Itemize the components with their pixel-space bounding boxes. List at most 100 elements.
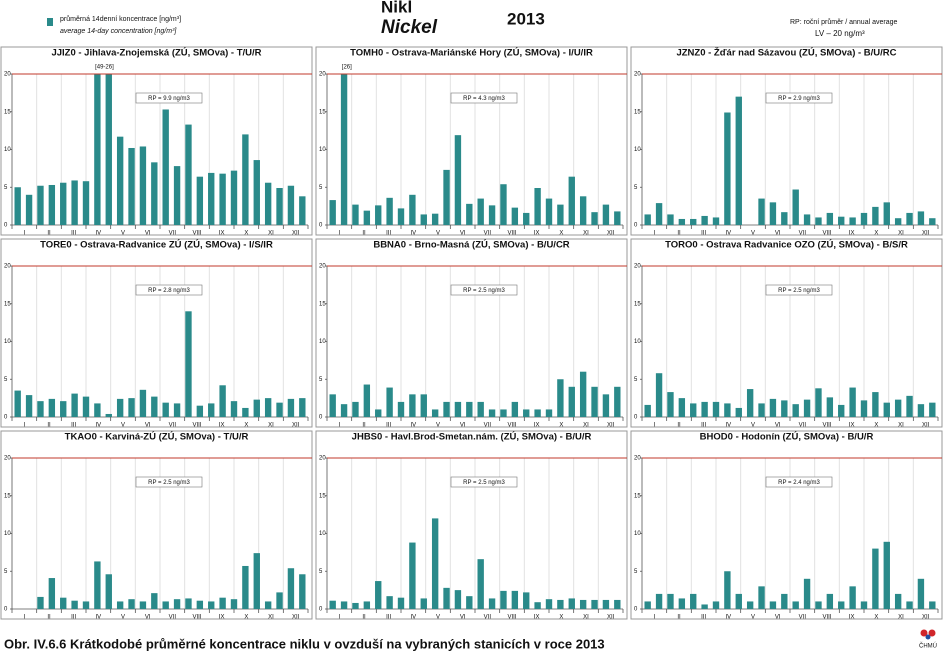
bar (534, 602, 541, 609)
bar (151, 593, 158, 609)
bar (724, 112, 731, 225)
bar (363, 601, 371, 609)
overflow-label: [26] (342, 65, 352, 71)
y-tick-label: 10 (4, 147, 11, 153)
x-tick-label: I (338, 231, 340, 237)
bar (712, 217, 720, 225)
y-tick-label: 20 (634, 264, 641, 270)
x-tick-label: II (362, 231, 366, 237)
y-tick-label: 20 (4, 264, 11, 270)
bar (276, 402, 283, 417)
bar (94, 74, 101, 225)
panel-frame (315, 430, 628, 620)
bar (781, 212, 788, 225)
annotation: RP = 2.5 ng/m3 (148, 480, 190, 486)
bar (614, 599, 621, 609)
bar (488, 409, 496, 417)
x-tick-label: VIII (507, 423, 516, 429)
bar (826, 397, 834, 417)
x-tick-label: I (338, 615, 340, 621)
y-tick-label: 15 (4, 493, 11, 499)
x-tick-label: VI (775, 231, 781, 237)
bar (82, 181, 90, 225)
bar (678, 398, 686, 417)
bar (712, 401, 720, 417)
y-tick-label: 15 (634, 109, 641, 115)
panel-title: TKAO0 - Karviná-ZÚ (ZÚ, SMOva) - T/U/R (65, 431, 249, 443)
y-tick-label: 10 (319, 339, 326, 345)
bar (105, 413, 112, 417)
bar (173, 403, 181, 417)
bar (71, 180, 78, 225)
panel: TORE0 - Ostrava-Radvanice ZÚ (ZÚ, SMOva)… (0, 238, 313, 429)
x-tick-label: X (559, 615, 563, 621)
x-tick-label: VII (799, 231, 807, 237)
bar (94, 561, 101, 609)
panel-title: JHBS0 - Havl.Brod-Smetan.nám. (ZÚ, SMOva… (352, 431, 592, 443)
bar (363, 384, 371, 417)
bar (208, 601, 215, 609)
bar (25, 194, 33, 225)
panel: TORO0 - Ostrava Radvanice OZO (ZÚ, SMOva… (630, 238, 943, 429)
bar (116, 136, 124, 225)
x-tick-label: I (23, 423, 25, 429)
bar (872, 548, 879, 609)
bar (792, 189, 799, 225)
bar (545, 599, 553, 609)
bar (466, 401, 473, 417)
x-tick-label: VII (799, 423, 807, 429)
bar (815, 388, 822, 417)
bar (37, 596, 44, 609)
x-tick-label: III (71, 615, 76, 621)
x-tick-label: VIII (507, 231, 516, 237)
panel: BBNA0 - Brno-Masná (ZÚ, SMOva) - B/U/CR I… (315, 238, 628, 429)
annotation-box (765, 92, 833, 104)
y-tick-label: 15 (634, 493, 641, 499)
bar (409, 194, 416, 225)
bar (735, 96, 742, 225)
x-tick-label: XI (583, 423, 589, 429)
x-tick-label: II (362, 615, 366, 621)
bar (568, 176, 575, 225)
bar (917, 211, 925, 225)
x-tick-label: I (23, 615, 25, 621)
bar (667, 214, 674, 225)
bar (792, 601, 799, 609)
bar (219, 173, 226, 225)
bar (894, 218, 902, 225)
x-tick-label: V (751, 231, 755, 237)
annotation: RP = 9.9 ng/m3 (148, 96, 190, 102)
bar (386, 387, 393, 417)
caption: Obr. IV.6.6 Krátkodobé průměrné koncentr… (4, 636, 605, 651)
x-tick-label: IV (410, 423, 416, 429)
x-tick-label: II (47, 423, 51, 429)
bar (264, 398, 272, 417)
y-tick-label: 0 (4, 607, 8, 613)
y-tick-label: 0 (634, 607, 638, 613)
bar (488, 205, 496, 225)
annotation: RP = 2.4 ng/m3 (778, 480, 820, 486)
bar (602, 394, 610, 417)
bar (185, 598, 192, 609)
x-tick-label: VI (460, 423, 466, 429)
bar (128, 147, 135, 225)
annotation-box (765, 476, 833, 488)
bar (139, 389, 147, 417)
x-tick-label: II (677, 423, 681, 429)
bar (917, 578, 925, 609)
bar (655, 373, 663, 417)
bar (60, 401, 67, 417)
bar (579, 599, 587, 609)
bar (71, 393, 78, 417)
bar (883, 402, 890, 417)
bar (758, 198, 765, 225)
bar (894, 399, 902, 417)
bar (375, 581, 382, 609)
bar (815, 601, 822, 609)
y-tick-label: 5 (634, 185, 638, 191)
bar (838, 404, 845, 417)
bar (466, 203, 473, 225)
bar (94, 403, 101, 417)
bar (591, 212, 598, 225)
bar (849, 387, 856, 417)
